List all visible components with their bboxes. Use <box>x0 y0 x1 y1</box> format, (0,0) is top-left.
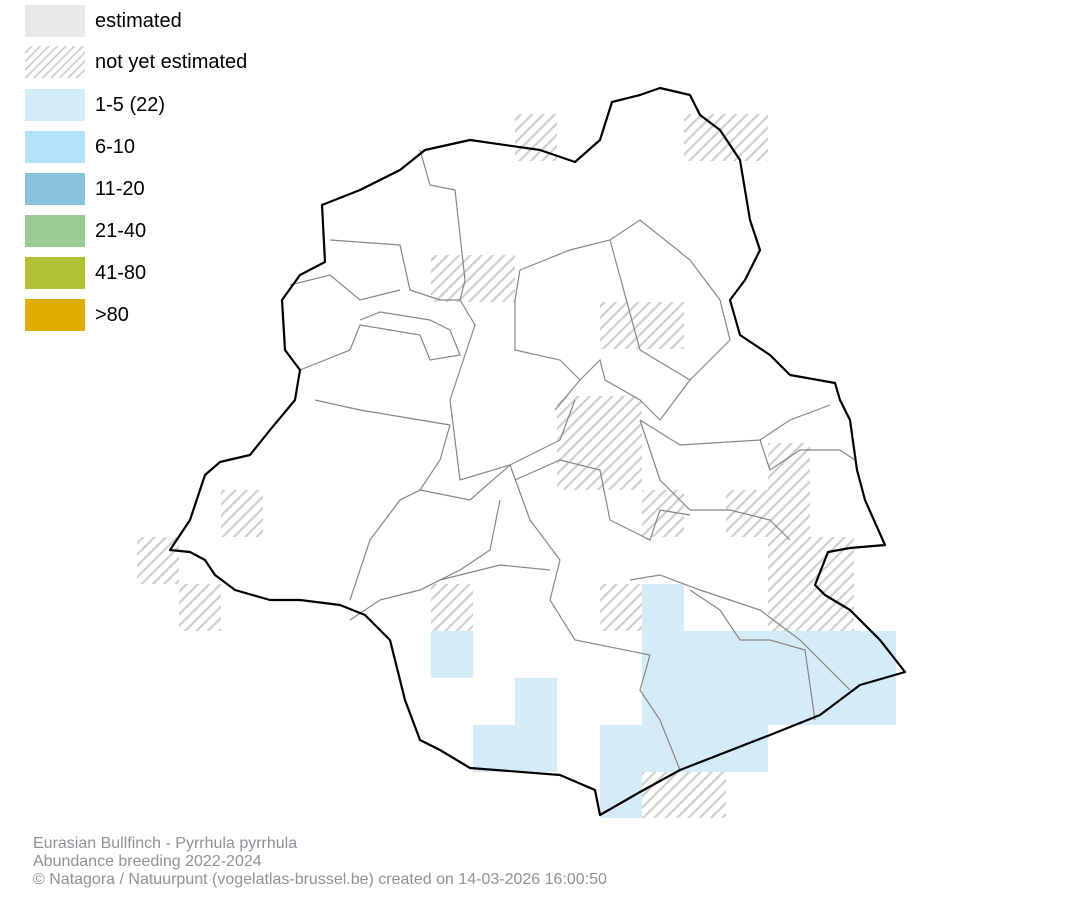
brussels-region-outline <box>168 86 907 817</box>
legend-label: 1-5 (22) <box>95 94 166 116</box>
legend-item-6-10: 6-10 <box>25 131 325 163</box>
legend-swatch <box>25 299 85 331</box>
map-subtitle: Abundance breeding 2022-2024 <box>33 853 262 870</box>
grid-cell <box>600 302 684 349</box>
legend-item-over-80: >80 <box>25 299 325 331</box>
grid-cell <box>515 678 557 725</box>
legend-label: 21-40 <box>95 220 147 242</box>
grid-cell <box>431 584 473 631</box>
legend-label: >80 <box>95 304 129 326</box>
map-caption: Eurasian Bullfinch - Pyrrhula pyrrhula A… <box>33 835 607 889</box>
grid-cell <box>431 631 473 678</box>
legend-label: 41-80 <box>95 262 147 284</box>
not-yet-estimated-cells <box>137 114 854 818</box>
legend-swatch <box>25 215 85 247</box>
legend-label: estimated <box>95 10 182 32</box>
grid-cell <box>179 584 221 631</box>
abundance-1-5-cells <box>431 584 896 818</box>
legend-label: not yet estimated <box>95 51 248 73</box>
species-name: Eurasian Bullfinch - Pyrrhula pyrrhula <box>33 835 298 852</box>
legend-swatch <box>25 173 85 205</box>
grid-cell <box>642 772 726 818</box>
grid-cell <box>137 537 179 584</box>
legend-swatch <box>25 89 85 121</box>
grid-cell <box>431 255 515 302</box>
grid-cell <box>557 396 642 490</box>
legend-item-11-20: 11-20 <box>25 173 325 205</box>
grid-cell <box>684 631 768 772</box>
grid-cell <box>642 584 684 772</box>
legend-swatch <box>25 5 85 37</box>
legend-swatch <box>25 257 85 289</box>
legend-item-not-yet-estimated: not yet estimated <box>25 46 325 78</box>
grid-cell <box>221 490 263 537</box>
legend-item-1-5: 1-5 (22) <box>25 89 325 121</box>
grid-cell <box>726 490 810 537</box>
legend-item-21-40: 21-40 <box>25 215 325 247</box>
legend-label: 11-20 <box>95 178 145 200</box>
legend-label: 6-10 <box>95 136 136 158</box>
grid-cell <box>768 631 896 725</box>
legend-swatch <box>25 46 85 78</box>
grid-cell <box>600 584 642 631</box>
municipality-borders <box>289 149 856 771</box>
legend-item-41-80: 41-80 <box>25 257 325 289</box>
legend-item-estimated: estimated <box>25 5 325 37</box>
credit-line: © Natagora / Natuurpunt (vogelatlas-brus… <box>33 871 607 888</box>
legend-swatch <box>25 131 85 163</box>
grid-cell <box>473 725 557 772</box>
grid-cell <box>768 537 854 631</box>
